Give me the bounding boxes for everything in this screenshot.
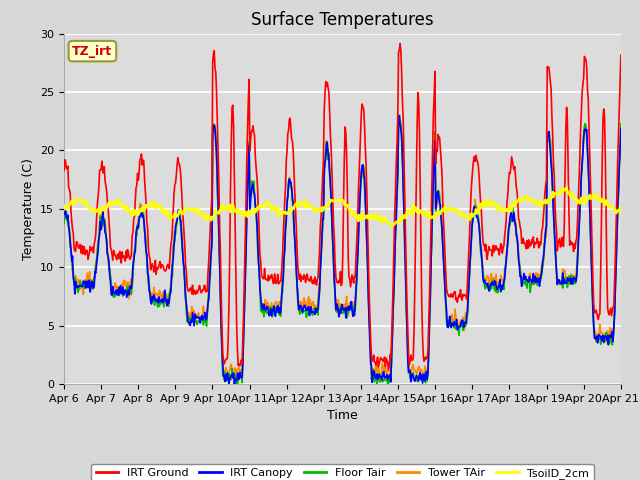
Y-axis label: Temperature (C): Temperature (C) [22,158,35,260]
Legend: IRT Ground, IRT Canopy, Floor Tair, Tower TAir, TsoilD_2cm: IRT Ground, IRT Canopy, Floor Tair, Towe… [91,464,594,480]
Text: TZ_irt: TZ_irt [72,45,113,58]
X-axis label: Time: Time [327,409,358,422]
Title: Surface Temperatures: Surface Temperatures [251,11,434,29]
